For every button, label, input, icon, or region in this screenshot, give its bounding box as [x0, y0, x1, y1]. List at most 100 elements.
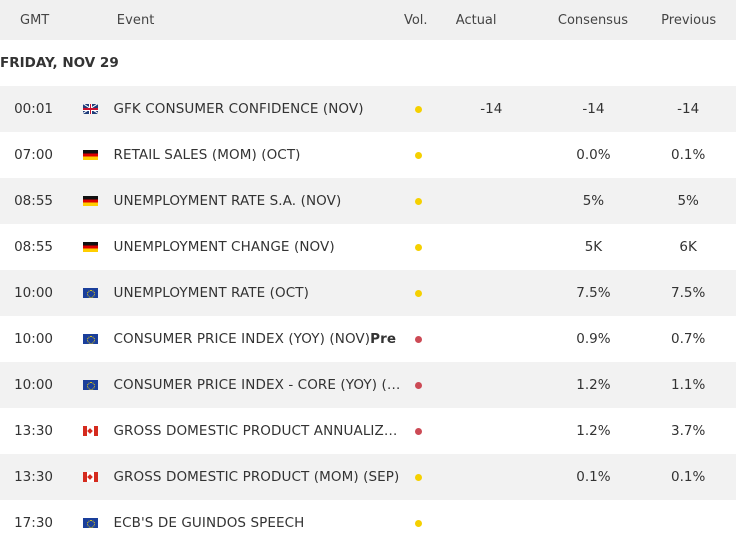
event-name-cell[interactable]: UNEMPLOYMENT CHANGE (NOV) — [113, 239, 401, 255]
event-name-cell[interactable]: UNEMPLOYMENT RATE S.A. (NOV) — [113, 193, 401, 209]
event-name[interactable]: GROSS DOMESTIC PRODUCT ANNUALIZE... — [113, 423, 402, 439]
flag-eu-icon — [82, 288, 98, 298]
flag-canada-icon — [82, 426, 98, 436]
event-row[interactable]: 07:00 RETAIL SALES (MOM) (OCT) 0.0% 0.1% — [0, 132, 736, 178]
volatility-cell — [402, 105, 437, 113]
volatility-cell — [402, 381, 437, 389]
previous-value: 3.7% — [670, 423, 706, 439]
event-name-cell[interactable]: GFK CONSUMER CONFIDENCE (NOV) — [113, 101, 401, 117]
volatility-dot-icon — [415, 427, 423, 435]
table-header: GMT Event Vol. Actual Consensus Previous — [0, 0, 736, 40]
event-name[interactable]: UNEMPLOYMENT RATE S.A. (NOV) — [113, 193, 342, 209]
flag-cell — [67, 472, 113, 482]
event-time: 08:55 — [14, 193, 53, 209]
event-row[interactable]: 10:00 CONSUMER PRICE INDEX - CORE (YOY) (… — [0, 362, 736, 408]
flag-germany-icon — [82, 242, 98, 252]
flag-cell — [67, 334, 113, 344]
consensus-value: 0.0% — [576, 147, 611, 163]
header-gmt[interactable]: GMT — [20, 12, 50, 28]
event-name[interactable]: CONSUMER PRICE INDEX - CORE (YOY) (N... — [113, 377, 402, 393]
event-name[interactable]: GROSS DOMESTIC PRODUCT (MOM) (SEP) — [113, 469, 400, 485]
event-name-suffix: Pre — [370, 331, 397, 347]
header-event[interactable]: Event — [116, 12, 155, 28]
event-name[interactable]: CONSUMER PRICE INDEX (YOY) (NOV) — [113, 331, 371, 347]
previous-value: 0.1% — [670, 147, 706, 163]
event-name[interactable]: UNEMPLOYMENT RATE (OCT) — [113, 285, 309, 301]
event-rows: 00:01 GFK CONSUMER CONFIDENCE (NOV) -14 -14… — [0, 86, 736, 546]
volatility-cell — [402, 473, 437, 481]
volatility-cell — [402, 151, 437, 159]
event-name-cell[interactable]: UNEMPLOYMENT RATE (OCT) — [113, 285, 401, 301]
header-consensus[interactable]: Consensus — [557, 12, 628, 28]
event-row[interactable]: 10:00 UNEMPLOYMENT RATE (OCT) 7.5% 7.5% — [0, 270, 736, 316]
event-time: 07:00 — [14, 147, 53, 163]
flag-eu-icon — [82, 380, 98, 390]
consensus-value: 5% — [582, 193, 605, 209]
previous-value: 6K — [679, 239, 697, 255]
event-row[interactable]: 17:30 ECB'S DE GUINDOS SPEECH — [0, 500, 736, 546]
event-name-cell[interactable]: GROSS DOMESTIC PRODUCT (MOM) (SEP) — [113, 469, 401, 485]
event-name[interactable]: ECB'S DE GUINDOS SPEECH — [113, 515, 305, 531]
event-name-cell[interactable]: CONSUMER PRICE INDEX (YOY) (NOV)Pre — [113, 331, 401, 347]
flag-eu-icon — [82, 518, 98, 528]
date-label: FRIDAY, NOV 29 — [0, 55, 119, 71]
volatility-dot-icon — [415, 151, 423, 159]
volatility-dot-icon — [415, 519, 423, 527]
event-row[interactable]: 08:55 UNEMPLOYMENT RATE S.A. (NOV) 5% 5% — [0, 178, 736, 224]
consensus-value: -14 — [582, 101, 605, 117]
flag-eu-icon — [82, 334, 98, 344]
event-time: 10:00 — [14, 377, 53, 393]
event-row[interactable]: 13:30 GROSS DOMESTIC PRODUCT ANNUALIZE...… — [0, 408, 736, 454]
volatility-dot-icon — [415, 473, 423, 481]
previous-value: 0.7% — [670, 331, 706, 347]
flag-cell — [67, 380, 113, 390]
volatility-cell — [402, 519, 437, 527]
event-row[interactable]: 13:30 GROSS DOMESTIC PRODUCT (MOM) (SEP) 0… — [0, 454, 736, 500]
event-name[interactable]: UNEMPLOYMENT CHANGE (NOV) — [113, 239, 335, 255]
volatility-cell — [402, 427, 437, 435]
flag-cell — [67, 104, 113, 114]
header-actual[interactable]: Actual — [455, 12, 497, 28]
header-previous[interactable]: Previous — [661, 12, 717, 28]
volatility-dot-icon — [415, 197, 423, 205]
consensus-value: 0.9% — [576, 331, 611, 347]
consensus-value: 1.2% — [576, 377, 611, 393]
event-row[interactable]: 08:55 UNEMPLOYMENT CHANGE (NOV) 5K 6K — [0, 224, 736, 270]
event-row[interactable]: 10:00 CONSUMER PRICE INDEX (YOY) (NOV)Pre… — [0, 316, 736, 362]
flag-germany-icon — [82, 196, 98, 206]
flag-cell — [67, 426, 113, 436]
volatility-cell — [402, 289, 437, 297]
consensus-value: 1.2% — [576, 423, 611, 439]
volatility-dot-icon — [415, 289, 423, 297]
event-time: 08:55 — [14, 239, 53, 255]
consensus-value: 7.5% — [576, 285, 611, 301]
volatility-cell — [402, 197, 437, 205]
volatility-dot-icon — [415, 335, 423, 343]
event-name-cell[interactable]: CONSUMER PRICE INDEX - CORE (YOY) (N... — [113, 377, 401, 393]
volatility-cell — [402, 335, 437, 343]
event-row[interactable]: 00:01 GFK CONSUMER CONFIDENCE (NOV) -14 -14… — [0, 86, 736, 132]
event-time: 17:30 — [14, 515, 53, 531]
event-name-cell[interactable]: GROSS DOMESTIC PRODUCT ANNUALIZE... — [113, 423, 401, 439]
event-time: 10:00 — [14, 331, 53, 347]
event-name[interactable]: RETAIL SALES (MOM) (OCT) — [113, 147, 301, 163]
flag-canada-icon — [82, 472, 98, 482]
event-time: 00:01 — [14, 101, 53, 117]
event-time: 10:00 — [14, 285, 53, 301]
previous-value: 7.5% — [670, 285, 706, 301]
flag-cell — [67, 518, 113, 528]
previous-value: 5% — [677, 193, 699, 209]
event-name-cell[interactable]: ECB'S DE GUINDOS SPEECH — [113, 515, 401, 531]
header-vol[interactable]: Vol. — [403, 12, 428, 28]
event-name[interactable]: GFK CONSUMER CONFIDENCE (NOV) — [113, 101, 364, 117]
flag-cell — [67, 288, 113, 298]
flag-uk-icon — [82, 104, 98, 114]
flag-cell — [67, 242, 113, 252]
previous-value: 1.1% — [670, 377, 706, 393]
event-name-cell[interactable]: RETAIL SALES (MOM) (OCT) — [113, 147, 401, 163]
flag-cell — [67, 196, 113, 206]
previous-value: 0.1% — [670, 469, 706, 485]
date-group-heading: FRIDAY, NOV 29 — [0, 40, 736, 86]
previous-value: -14 — [677, 101, 700, 117]
